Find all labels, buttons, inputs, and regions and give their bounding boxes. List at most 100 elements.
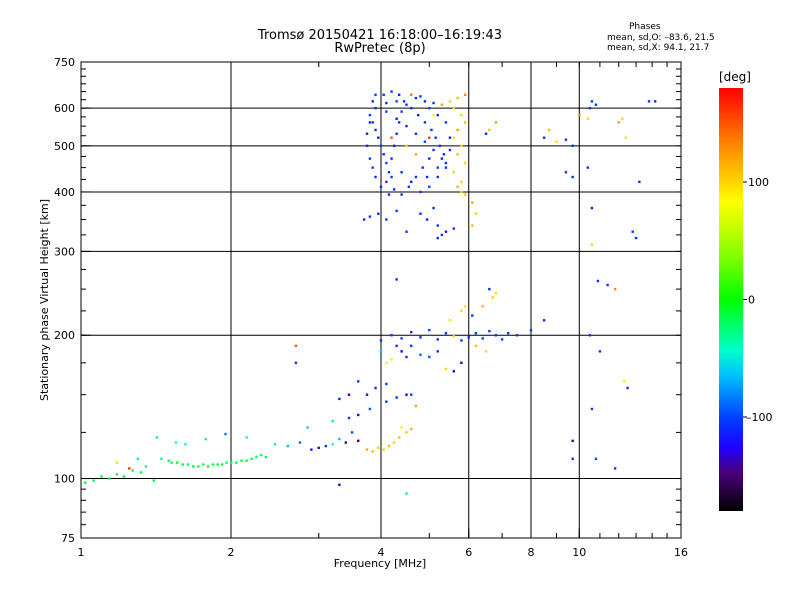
data-point [622,380,626,383]
data-point [136,457,139,461]
data-point [606,283,609,287]
data-point [374,106,377,110]
data-point [410,180,413,184]
data-point [368,157,372,160]
phases-label: Phases [629,22,661,32]
data-point [365,393,369,396]
data-point [379,144,383,148]
data-point [410,330,413,334]
data-point [365,448,369,451]
data-point [390,136,393,139]
data-point [555,140,558,143]
data-point [456,96,459,100]
data-point [444,121,448,124]
data-point [387,193,391,196]
data-point [298,441,302,444]
data-point [225,461,228,464]
data-point [176,461,179,464]
data-point [436,236,439,240]
data-point [139,471,143,474]
data-point [423,121,427,124]
data-point [613,287,617,291]
data-point [423,100,427,103]
y-tick-label: 400 [54,186,75,199]
x-tick-label: 1 [78,546,85,559]
data-point [255,455,258,459]
data-point [460,339,463,342]
data-point [467,336,470,339]
data-point [460,113,463,117]
data-point [463,161,467,165]
data-point [484,132,488,135]
data-point [174,441,178,444]
data-point [385,361,388,365]
data-point [338,397,341,401]
data-point [613,467,617,470]
data-point [167,459,170,462]
data-point [436,113,439,117]
data-point [436,224,439,227]
data-point [387,171,391,174]
data-point [400,193,403,196]
data-point [390,358,393,361]
data-point [448,100,452,103]
data-point [206,465,210,468]
y-tick-label: 300 [54,245,75,258]
data-point [460,144,463,148]
data-point [250,457,253,461]
data-point [385,218,388,221]
data-point [634,236,638,240]
data-point [392,441,396,444]
chart-title: Tromsø 20150421 16:18:00–16:19:43 [257,28,503,43]
data-point [590,100,594,103]
data-point [385,382,388,386]
data-point [590,206,594,210]
data-point [481,337,484,340]
data-point [160,457,163,461]
data-point [542,319,546,322]
data-point [444,161,448,165]
data-point [491,296,494,299]
data-point [471,201,474,204]
data-point [405,103,408,106]
data-point [347,393,351,396]
data-point [371,100,374,103]
data-point [374,128,377,132]
data-point [184,443,187,446]
data-point [382,448,385,451]
data-point [395,278,398,281]
data-point [382,93,385,96]
data-point [440,157,444,160]
y-axis: 75 100 200 300 400 500 600 750 [54,56,681,545]
data-point [452,335,456,338]
data-point [374,175,377,179]
data-point [586,166,589,169]
data-point [181,463,184,466]
data-point [379,350,383,353]
data-point [186,463,190,466]
data-point [371,121,374,124]
data-point [436,350,439,353]
data-point [356,439,360,443]
data-point [414,175,418,179]
data-point [474,331,478,335]
data-point [529,328,533,332]
data-point [407,185,411,189]
y-axis-label: Stationary phase Virtual Height [km] [38,199,51,401]
data-point [385,101,388,105]
data-point [410,344,413,348]
data-point [382,153,385,156]
data-point [240,459,243,462]
data-point [152,479,156,482]
data-point [484,350,488,353]
data-point [428,185,431,189]
data-point [374,386,377,390]
data-point [216,463,219,466]
data-point [631,230,634,233]
data-point [571,457,574,461]
data-point [397,121,401,124]
data-point [434,136,437,139]
data-point [356,413,360,417]
data-point [542,136,546,139]
